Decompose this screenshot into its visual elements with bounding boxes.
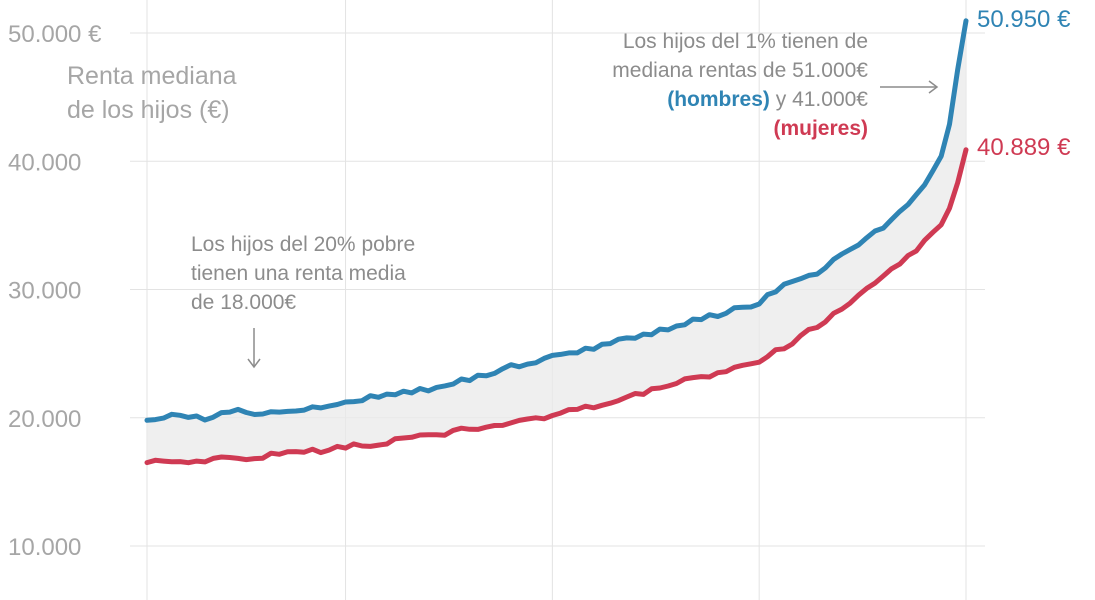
annotation-bottom-line-3: de 18.000€ <box>191 291 296 314</box>
series-line-mujeres <box>144 147 969 466</box>
y-tick-label: 50.000 € <box>8 21 102 48</box>
y-axis-label-line-2: de los hijos (€) <box>67 96 230 124</box>
annotation-mujeres: (mujeres) <box>773 117 868 140</box>
end-label-hombres: 50.950 € <box>977 6 1071 33</box>
arrow-right-icon <box>880 80 939 94</box>
arrow-down-icon <box>247 328 261 369</box>
annotation-top-line-1: Los hijos del 1% tienen de <box>623 30 868 53</box>
series-line-hombres <box>144 18 969 423</box>
annotation-women-amount: y 41.000€ <box>770 88 868 111</box>
gap-band <box>147 20 966 463</box>
annotation-hombres: (hombres) <box>667 88 770 111</box>
annotation-bottom-line-2: tienen una renta media <box>191 262 406 285</box>
y-tick-label: 10.000 <box>8 534 81 561</box>
y-tick-label: 30.000 <box>8 278 81 305</box>
end-label-mujeres: 40.889 € <box>977 134 1071 161</box>
y-axis-ticks: 10.000 20.000 30.000 40.000 50.000 € <box>8 21 102 561</box>
annotation-bottom-line-1: Los hijos del 20% pobre <box>191 233 415 256</box>
annotation-top-line-3: (hombres) y 41.000€ <box>667 88 868 111</box>
y-tick-label: 20.000 <box>8 406 81 433</box>
y-tick-label: 40.000 <box>8 149 81 176</box>
annotation-top-line-2: mediana rentas de 51.000€ <box>612 59 868 82</box>
y-axis-label-line-1: Renta mediana <box>67 62 237 90</box>
